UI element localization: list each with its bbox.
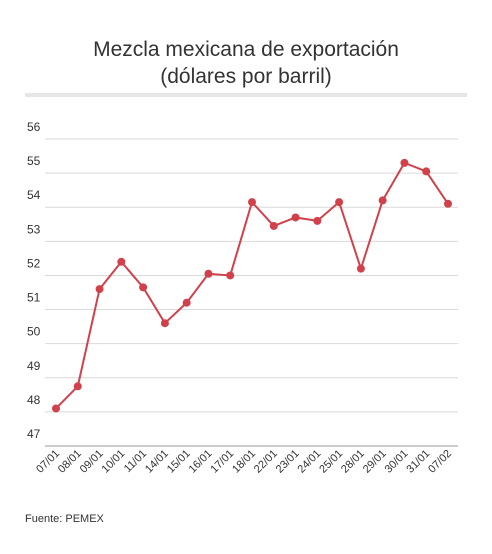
data-point: [356, 264, 365, 273]
y-tick-label: 49: [27, 359, 41, 373]
data-point: [139, 283, 148, 292]
y-tick-label: 55: [27, 154, 41, 168]
data-point: [313, 216, 322, 225]
y-tick-label: 54: [27, 188, 41, 202]
data-point: [378, 196, 387, 205]
x-tick-label: 30/01: [383, 448, 411, 476]
y-tick-label: 53: [27, 222, 41, 236]
x-tick-label: 17/01: [208, 448, 236, 476]
x-tick-label: 15/01: [165, 448, 193, 476]
data-point: [269, 221, 278, 230]
data-point: [73, 382, 82, 391]
x-tick-label: 16/01: [187, 448, 215, 476]
data-point: [160, 319, 169, 328]
x-tick-label: 18/01: [230, 448, 258, 476]
source-note: Fuente: PEMEX: [25, 513, 104, 525]
y-tick-label: 50: [27, 325, 41, 339]
x-tick-label: 22/01: [252, 448, 280, 476]
y-tick-label: 56: [27, 120, 41, 134]
chart-subtitle: (dólares por barril): [160, 65, 332, 88]
x-tick-label: 11/01: [122, 448, 149, 475]
y-tick-label: 47: [27, 427, 41, 441]
chart-title: Mezcla mexicana de exportación: [93, 38, 399, 61]
x-tick-label: 25/01: [317, 448, 345, 476]
x-tick-label: 28/01: [339, 448, 367, 476]
data-point: [248, 198, 256, 207]
y-tick-label: 48: [27, 393, 41, 407]
data-point: [117, 257, 126, 266]
data-point: [182, 298, 191, 307]
x-tick-label: 07/02: [426, 448, 454, 476]
data-point: [204, 269, 213, 278]
x-tick-label: 09/01: [78, 448, 106, 476]
data-point: [95, 285, 104, 294]
y-tick-label: 52: [27, 256, 41, 270]
x-tick-label: 29/01: [361, 448, 389, 476]
data-point: [444, 199, 452, 208]
data-point: [226, 271, 235, 280]
data-point: [335, 198, 344, 207]
x-tick-label: 24/01: [296, 448, 324, 476]
x-tick-label: 08/01: [56, 448, 84, 476]
y-tick-label: 51: [27, 291, 41, 305]
data-point: [52, 404, 60, 413]
data-point: [400, 158, 409, 167]
title-divider: [25, 93, 467, 97]
data-point: [422, 167, 431, 176]
x-tick-label: 31/01: [404, 448, 432, 476]
x-tick-label: 14/01: [143, 448, 171, 476]
data-point: [291, 213, 300, 222]
x-tick-label: 07/01: [34, 448, 62, 476]
x-tick-label: 23/01: [274, 448, 302, 476]
x-tick-label: 10/01: [100, 448, 128, 476]
